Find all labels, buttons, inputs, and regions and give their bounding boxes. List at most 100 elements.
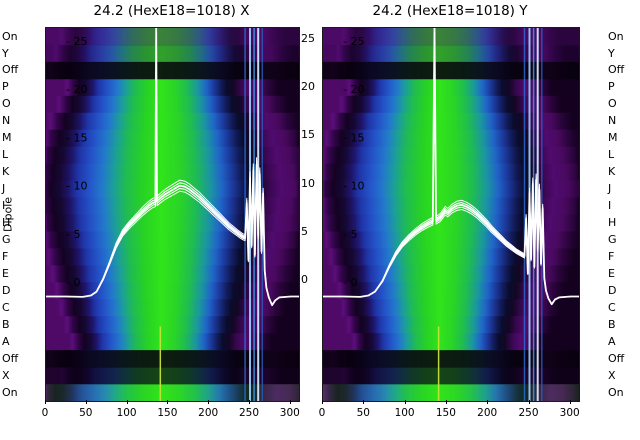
dipole-row-label-left: Off [2, 351, 19, 365]
beam-trace [323, 28, 579, 306]
dipole-row-label-right: C [608, 300, 616, 314]
dipole-row-label-left: H [2, 216, 11, 229]
y-tick-label-mid: 0 [301, 273, 308, 286]
heatmap-row [46, 146, 299, 165]
dipole-row-label-left: Y [2, 46, 9, 60]
y-tick-label-mid: 15 [301, 128, 315, 142]
heatmap-row [46, 333, 299, 351]
x-tick-label: 200 [477, 407, 498, 419]
x-tick-label: 150 [435, 407, 456, 419]
x-tick-mark [528, 400, 530, 404]
x-tick-label: 250 [238, 407, 260, 419]
y-tick-label-mid: 20 [301, 80, 315, 94]
y-tick-label-inside: - 25 [343, 35, 364, 48]
y-tick-label-mid: 10 [301, 176, 315, 190]
dipole-row-label-left: L [2, 148, 9, 162]
x-tick-label: 50 [356, 407, 370, 419]
dipole-row-label-right: N [608, 114, 617, 128]
row-band-overlay [323, 350, 579, 368]
dipole-row-label-right: H [608, 216, 617, 229]
heatmap-row [46, 44, 299, 63]
y-tick-label-inside: - 20 [343, 83, 364, 96]
beam-trace [46, 34, 299, 306]
dipole-row-label-right: P [608, 80, 615, 94]
dipole-row-label-left: E [2, 266, 9, 280]
heatmap-row [323, 163, 579, 182]
x-tick-label: 0 [41, 407, 49, 419]
dipole-row-label-right: On [608, 385, 624, 399]
dipole-row-label-left: B [2, 317, 10, 331]
y-tick-label-inside: - 10 [343, 180, 364, 193]
heatmap-row [46, 282, 299, 300]
beam-trace [46, 28, 299, 307]
y-tick-label-inside: - 10 [66, 180, 87, 193]
x-tick-mark [404, 400, 406, 404]
dipole-row-label-right: M [608, 131, 618, 145]
heatmap-row [323, 129, 579, 148]
heatmap-row [46, 28, 299, 46]
y-tick-label-inside: - 25 [66, 35, 87, 48]
y-tick-label-inside: - 0 [343, 276, 357, 289]
dipole-row-label-left: G [2, 233, 11, 246]
dipole-row-label-right: F [608, 249, 615, 263]
heatmap-row [323, 333, 579, 351]
heatmap-row [46, 163, 299, 182]
heatmap-row [46, 95, 299, 114]
x-tick-label: 50 [79, 407, 93, 419]
x-tick-mark [322, 400, 323, 404]
dipole-row-label-left: N [2, 114, 11, 128]
heatmap-row [46, 78, 299, 97]
dipole-row-label-left: D [2, 283, 11, 297]
row-band-overlay [323, 367, 579, 385]
beam-trace [46, 41, 299, 306]
heatmap-row [46, 231, 299, 249]
dipole-row-label-right: Off [608, 351, 625, 365]
dipole-row-label-right: J [608, 182, 612, 196]
x-tick-mark [445, 400, 447, 404]
x-tick-label: 200 [198, 407, 219, 419]
row-band-overlay [323, 384, 579, 401]
dipole-row-label-left: A [2, 334, 10, 348]
heatmap-row [323, 146, 579, 165]
x-tick-mark [45, 400, 46, 404]
x-tick-mark [487, 400, 489, 404]
heatmap-row [46, 384, 299, 401]
dipole-row-label-left: P [2, 80, 9, 94]
x-tick-mark [569, 400, 571, 404]
dipole-row-label-left: O [2, 97, 11, 111]
row-band-overlay [46, 28, 299, 46]
dipole-row-label-right: Y [608, 46, 615, 60]
x-tick-label: 100 [394, 407, 415, 419]
y-tick-label-inside: - 5 [343, 228, 357, 241]
heatmap-row [323, 265, 579, 283]
row-band-overlay [323, 61, 579, 80]
x-tick-label: 100 [116, 407, 137, 419]
y-tick-label-inside: - 5 [66, 228, 80, 241]
dipole-row-label-right: B [608, 317, 616, 331]
dipole-row-label-left: J [2, 182, 6, 196]
dipole-row-label-left: K [2, 165, 10, 179]
heatmap-row [323, 95, 579, 114]
row-band-overlay [46, 367, 299, 385]
dipole-row-label-left: I [2, 199, 6, 212]
dipole-row-label-right: O [608, 97, 617, 111]
plot-title-y: 24.2 (HexE18=1018) Y [372, 3, 528, 19]
heatmap-row [323, 112, 579, 131]
heatmap-row [323, 28, 579, 46]
row-band-overlay [323, 28, 579, 46]
dipole-row-label-right: A [608, 334, 616, 348]
dipole-row-label-right: D [608, 283, 617, 297]
dipole-row-label-right: L [608, 148, 615, 162]
y-tick-label-inside: - 15 [343, 131, 364, 144]
x-tick-mark [289, 400, 291, 404]
heatmap-row [323, 282, 579, 300]
plot-title-x: 24.2 (HexE18=1018) X [93, 3, 250, 19]
dipole-row-label-right: X [608, 368, 616, 382]
heatmap-row [46, 265, 299, 283]
dipole-row-label-left: Off [2, 63, 19, 77]
x-tick-label: 300 [279, 407, 300, 419]
row-band-overlay [46, 61, 299, 80]
dipole-row-label-right: G [608, 233, 617, 246]
heatmap-plot-y: - 25 - 20 - 15 - 10 - 5 - 0 [322, 27, 580, 402]
dipole-row-label-left: On [2, 29, 18, 43]
